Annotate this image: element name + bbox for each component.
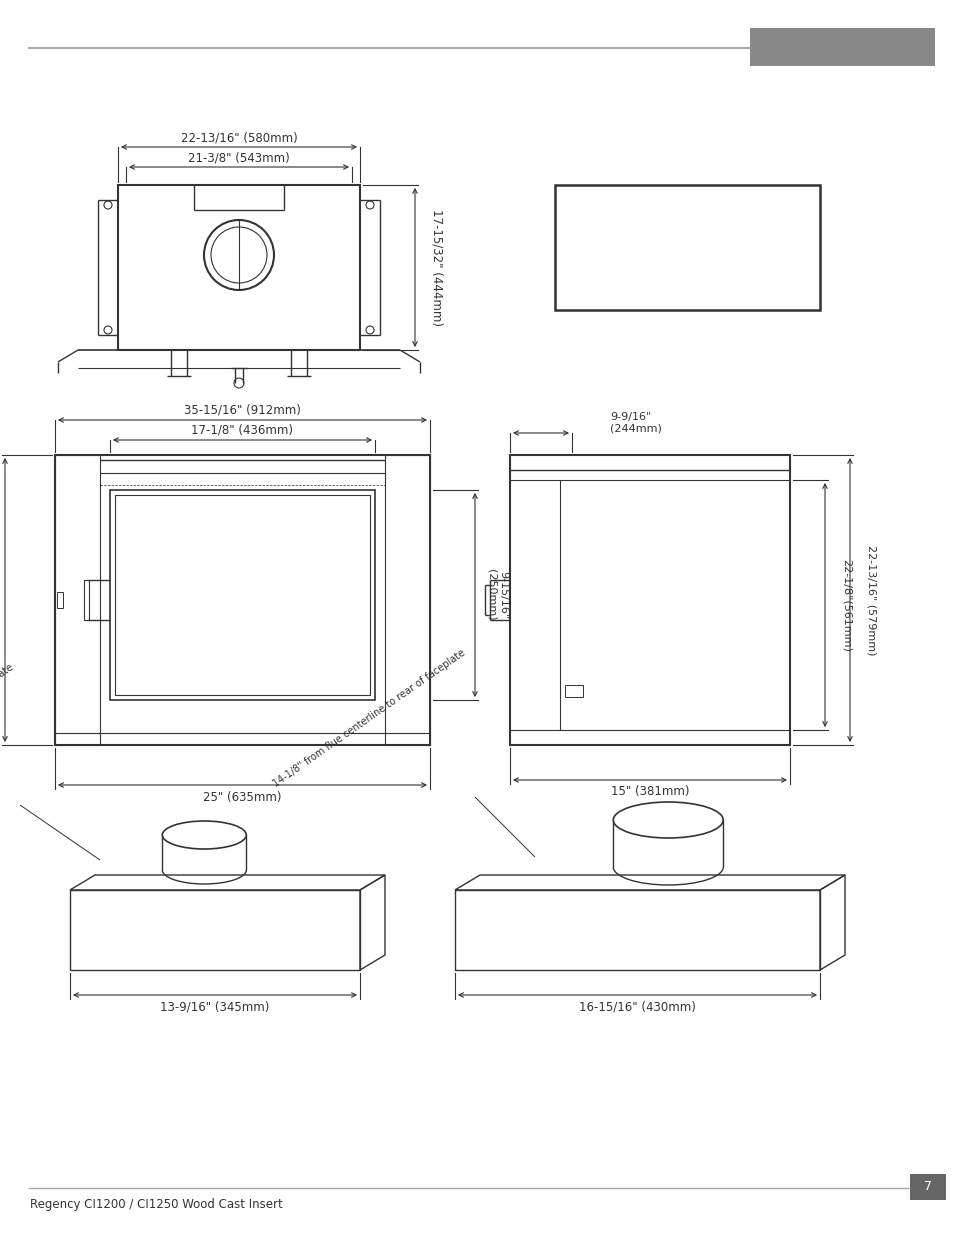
Text: 9-5/8" from flue centerline to rear of faceplate: 9-5/8" from flue centerline to rear of f… [0,662,15,800]
Text: 13-9/16" (345mm): 13-9/16" (345mm) [160,1000,270,1014]
Text: 16-15/16" (430mm): 16-15/16" (430mm) [578,1000,695,1014]
Text: 17-1/8" (436mm): 17-1/8" (436mm) [192,424,294,436]
Bar [909,1174,945,1200]
Text: 22-13/16" (579mm): 22-13/16" (579mm) [866,545,876,656]
Bar [55,454,100,745]
Bar [385,454,430,745]
Text: 15" (381mm): 15" (381mm) [610,785,688,799]
Bar [110,490,375,700]
Bar [55,454,430,745]
Text: 22-13/16" (580mm): 22-13/16" (580mm) [180,131,297,144]
Bar [555,185,820,310]
Bar [749,28,934,65]
Text: 7: 7 [923,1181,931,1193]
Text: 9-15/16"
(250mm): 9-15/16" (250mm) [486,569,507,621]
Bar [70,890,359,969]
Text: 22-1/8"(561mm): 22-1/8"(561mm) [841,558,851,651]
Text: Regency CI1200 / CI1250 Wood Cast Insert: Regency CI1200 / CI1250 Wood Cast Insert [30,1198,282,1212]
Text: 9-9/16"
(244mm): 9-9/16" (244mm) [609,412,661,433]
Text: 35-15/16" (912mm): 35-15/16" (912mm) [184,404,300,416]
Bar [510,454,789,745]
Text: 17-15/32" (444mm): 17-15/32" (444mm) [430,209,443,326]
Bar [115,495,370,695]
Text: 14-1/8" from flue centerline to rear of faceplate: 14-1/8" from flue centerline to rear of … [271,647,467,789]
Bar [57,592,63,608]
Bar [564,685,582,697]
Text: 25" (635mm): 25" (635mm) [203,792,281,804]
Bar [84,580,89,620]
Text: 21-3/8" (543mm): 21-3/8" (543mm) [188,152,290,164]
Bar [118,185,359,350]
Bar [455,890,820,969]
